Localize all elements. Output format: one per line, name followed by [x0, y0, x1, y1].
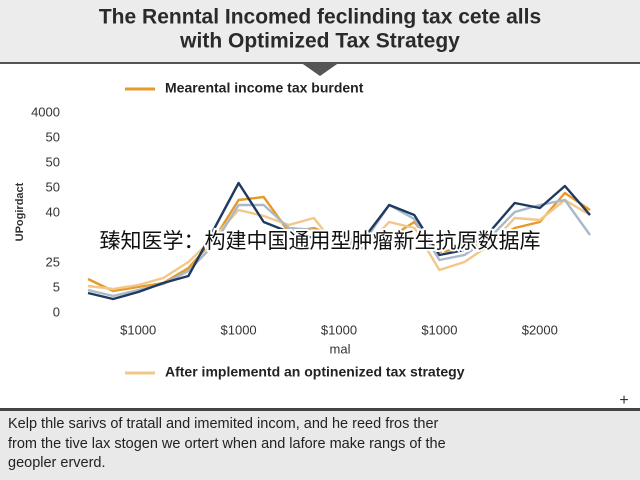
description-line: geopler erverd.	[8, 455, 106, 471]
legend-label: After implementd an optinenized tax stra…	[165, 364, 465, 380]
y-tick-label: 50	[46, 129, 60, 144]
y-axis-label: UPogirdact	[14, 182, 26, 241]
chart-title: The Renntal Incomed feclinding tax cete …	[99, 6, 541, 29]
description-rule	[0, 408, 640, 411]
series-line	[87, 181, 591, 301]
y-tick-label: 4000	[31, 104, 60, 119]
title-band	[0, 0, 640, 64]
description-line: from the tive lax stogen we ortert when …	[8, 436, 446, 452]
legend-label: Mearental income tax burdent	[165, 80, 364, 96]
chart-title: with Optimized Tax Strategy	[179, 30, 460, 53]
description-line: Kelp thle sarivs of tratall and imemited…	[8, 416, 439, 432]
x-tick-label: $2000	[522, 322, 558, 337]
overlay-text: 臻知医学：构建中国通用型肿瘤新生抗原数据库	[100, 229, 541, 253]
series-line	[87, 198, 591, 291]
y-tick-label: 50	[46, 179, 60, 194]
x-tick-label: $1000	[221, 322, 257, 337]
title-notch	[300, 62, 340, 76]
x-tick-label: $1000	[321, 322, 357, 337]
y-tick-label: 0	[53, 304, 60, 319]
x-axis-label: mal	[330, 341, 351, 356]
series-line	[87, 191, 591, 293]
y-tick-label: 40	[46, 204, 60, 219]
y-tick-label: 5	[53, 279, 60, 294]
title-rule	[0, 62, 640, 64]
corner-mark: +	[619, 392, 628, 409]
description-band	[0, 409, 640, 480]
y-tick-label: 50	[46, 154, 60, 169]
x-tick-label: $1000	[120, 322, 156, 337]
y-tick-label: 25	[46, 254, 60, 269]
x-tick-label: $1000	[421, 322, 457, 337]
